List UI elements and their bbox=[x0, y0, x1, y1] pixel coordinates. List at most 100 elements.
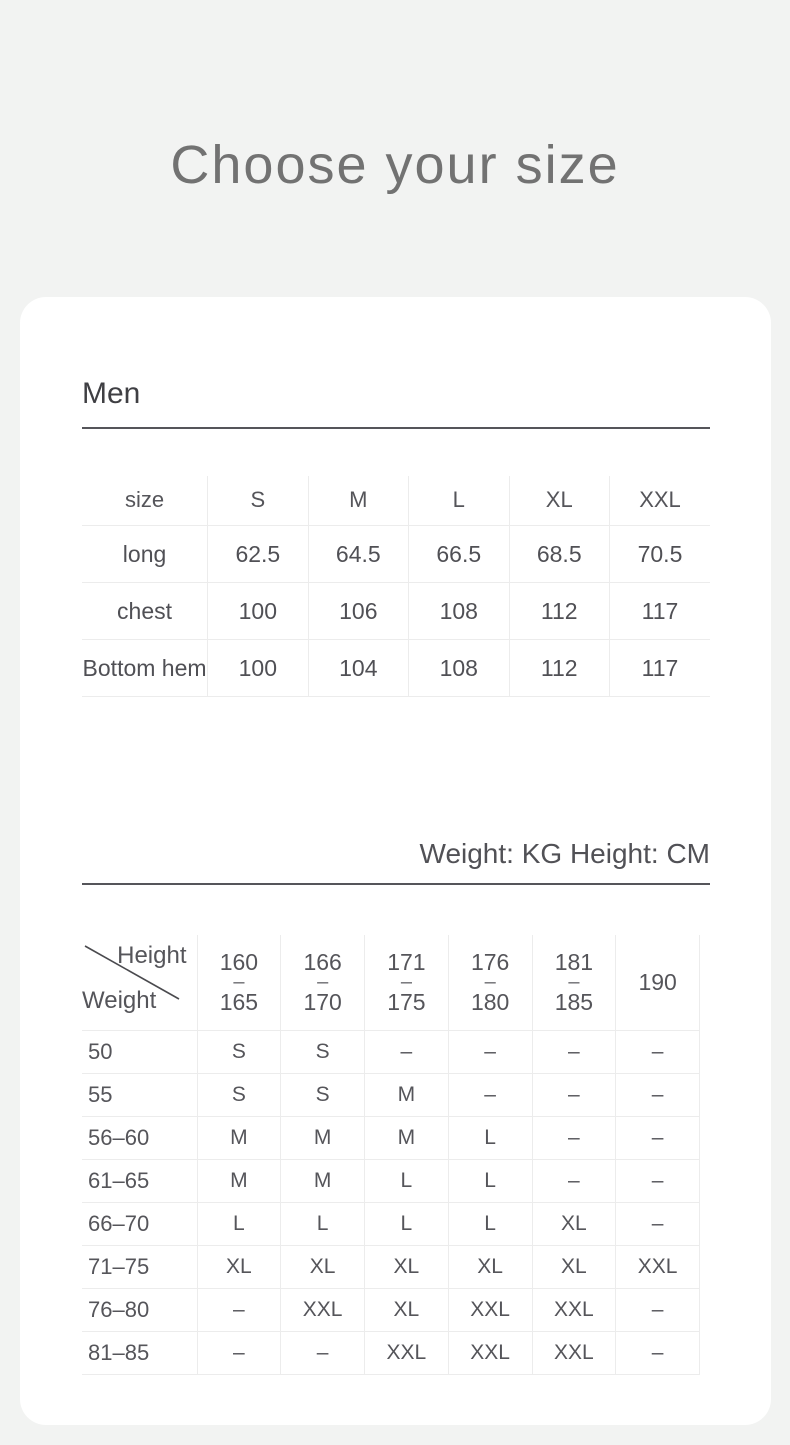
size-cell: S bbox=[197, 1073, 282, 1116]
matrix-row: 61–65 M M L L – – bbox=[82, 1159, 700, 1202]
men-cell: 108 bbox=[408, 639, 510, 697]
diagonal-divider-line bbox=[84, 945, 180, 1000]
size-cell: M bbox=[197, 1159, 282, 1202]
men-cell: 68.5 bbox=[509, 525, 610, 583]
range-from: 171 bbox=[387, 949, 426, 976]
height-range-header: 166 – 170 bbox=[280, 935, 365, 1030]
weight-height-table: Height Weight 160 – 165 166 – bbox=[82, 935, 700, 1375]
corner-cell: Height Weight bbox=[82, 935, 198, 1030]
size-cell: – bbox=[197, 1331, 282, 1374]
size-cell: L bbox=[364, 1159, 449, 1202]
size-cell: M bbox=[280, 1116, 365, 1159]
men-cell: 100 bbox=[207, 639, 309, 697]
size-cell: XXL bbox=[364, 1331, 449, 1374]
size-cell: – bbox=[615, 1116, 700, 1159]
weight-row-label: 50 bbox=[82, 1030, 198, 1073]
size-cell: – bbox=[615, 1288, 700, 1331]
weight-row-label: 61–65 bbox=[82, 1159, 198, 1202]
men-cell: 100 bbox=[207, 582, 309, 640]
page-title: Choose your size bbox=[170, 135, 620, 195]
matrix-row: 71–75 XL XL XL XL XL XXL bbox=[82, 1245, 700, 1288]
range-to: 180 bbox=[470, 989, 510, 1016]
height-range-header: 171 – 175 bbox=[364, 935, 449, 1030]
units-underline bbox=[82, 883, 710, 885]
size-cell: XXL bbox=[448, 1331, 533, 1374]
men-table-row: chest 100 106 108 112 117 bbox=[82, 582, 710, 640]
height-range-header: 176 – 180 bbox=[448, 935, 533, 1030]
size-cell: – bbox=[615, 1331, 700, 1374]
range-dash: – bbox=[400, 971, 412, 994]
size-cell: L bbox=[448, 1116, 533, 1159]
size-cell: S bbox=[280, 1030, 365, 1073]
size-guide-card: Men size S M L XL XXL long 62 bbox=[20, 297, 771, 1425]
size-cell: XL bbox=[532, 1202, 617, 1245]
size-cell: XXL bbox=[532, 1288, 617, 1331]
men-cell: 62.5 bbox=[207, 525, 309, 583]
height-range-header: 181 – 185 bbox=[532, 935, 617, 1030]
weight-row-label: 55 bbox=[82, 1073, 198, 1116]
matrix-row: 66–70 L L L L XL – bbox=[82, 1202, 700, 1245]
size-cell: XXL bbox=[448, 1288, 533, 1331]
men-heading: Men bbox=[82, 377, 141, 410]
men-table-row: Bottom hem 100 104 108 112 117 bbox=[82, 639, 710, 697]
men-cell: 64.5 bbox=[308, 525, 410, 583]
range-to: 165 bbox=[219, 989, 259, 1016]
range-dash: – bbox=[317, 971, 329, 994]
men-col-header: S bbox=[207, 475, 309, 526]
size-cell: S bbox=[280, 1073, 365, 1116]
size-cell: – bbox=[532, 1116, 617, 1159]
men-col-header: XL bbox=[509, 475, 610, 526]
men-col-header: M bbox=[308, 475, 410, 526]
men-size-header-row: size S M L XL XXL bbox=[82, 475, 710, 526]
range-from: 176 bbox=[470, 949, 510, 976]
size-cell: – bbox=[532, 1030, 617, 1073]
size-cell: M bbox=[280, 1159, 365, 1202]
size-cell: – bbox=[364, 1030, 449, 1073]
size-cell: – bbox=[280, 1331, 365, 1374]
size-cell: S bbox=[197, 1030, 282, 1073]
size-cell: – bbox=[448, 1030, 533, 1073]
men-col-header: size bbox=[82, 475, 209, 526]
range-dash: – bbox=[568, 971, 580, 994]
men-row-label: long bbox=[82, 525, 209, 583]
size-cell: L bbox=[364, 1202, 449, 1245]
matrix-row: 55 S S M – – – bbox=[82, 1073, 700, 1116]
range-single: 190 bbox=[638, 968, 677, 995]
size-cell: M bbox=[364, 1073, 449, 1116]
weight-row-label: 81–85 bbox=[82, 1331, 198, 1374]
size-cell: L bbox=[448, 1202, 533, 1245]
size-cell: L bbox=[280, 1202, 365, 1245]
men-cell: 112 bbox=[509, 639, 610, 697]
size-cell: – bbox=[532, 1073, 617, 1116]
units-label: Weight: KG Height: CM bbox=[419, 838, 710, 869]
matrix-header-row: Height Weight 160 – 165 166 – bbox=[82, 935, 700, 1030]
men-section: Men size S M L XL XXL long 62 bbox=[82, 377, 710, 697]
height-range-header: 160 – 165 bbox=[197, 935, 282, 1030]
size-cell: XL bbox=[364, 1288, 449, 1331]
range-from: 181 bbox=[554, 949, 594, 976]
matrix-row: 50 S S – – – – bbox=[82, 1030, 700, 1073]
men-col-header: L bbox=[408, 475, 510, 526]
weight-row-label: 66–70 bbox=[82, 1202, 198, 1245]
hero-banner: Choose your size bbox=[0, 0, 790, 297]
size-cell: XXL bbox=[532, 1331, 617, 1374]
size-cell: – bbox=[615, 1073, 700, 1116]
range-dash: – bbox=[233, 971, 245, 994]
size-cell: – bbox=[532, 1159, 617, 1202]
range-to: 185 bbox=[554, 989, 594, 1016]
size-cell: – bbox=[615, 1030, 700, 1073]
matrix-row: 56–60 M M M L – – bbox=[82, 1116, 700, 1159]
corner-height-label: Height bbox=[117, 942, 187, 969]
matrix-row: 81–85 – – XXL XXL XXL – bbox=[82, 1331, 700, 1374]
men-row-label: Bottom hem bbox=[82, 639, 209, 697]
men-table-row: long 62.5 64.5 66.5 68.5 70.5 bbox=[82, 525, 710, 583]
weight-row-label: 76–80 bbox=[82, 1288, 198, 1331]
matrix-row: 76–80 – XXL XL XXL XXL – bbox=[82, 1288, 700, 1331]
men-cell: 104 bbox=[308, 639, 410, 697]
men-size-table: size S M L XL XXL long 62.5 64.5 66.5 68… bbox=[82, 475, 710, 698]
men-cell: 117 bbox=[641, 597, 679, 624]
range-from: 160 bbox=[219, 949, 259, 976]
men-row-label: chest bbox=[82, 582, 209, 640]
size-cell: XXL bbox=[280, 1288, 365, 1331]
men-col-header: XXL bbox=[639, 487, 681, 513]
